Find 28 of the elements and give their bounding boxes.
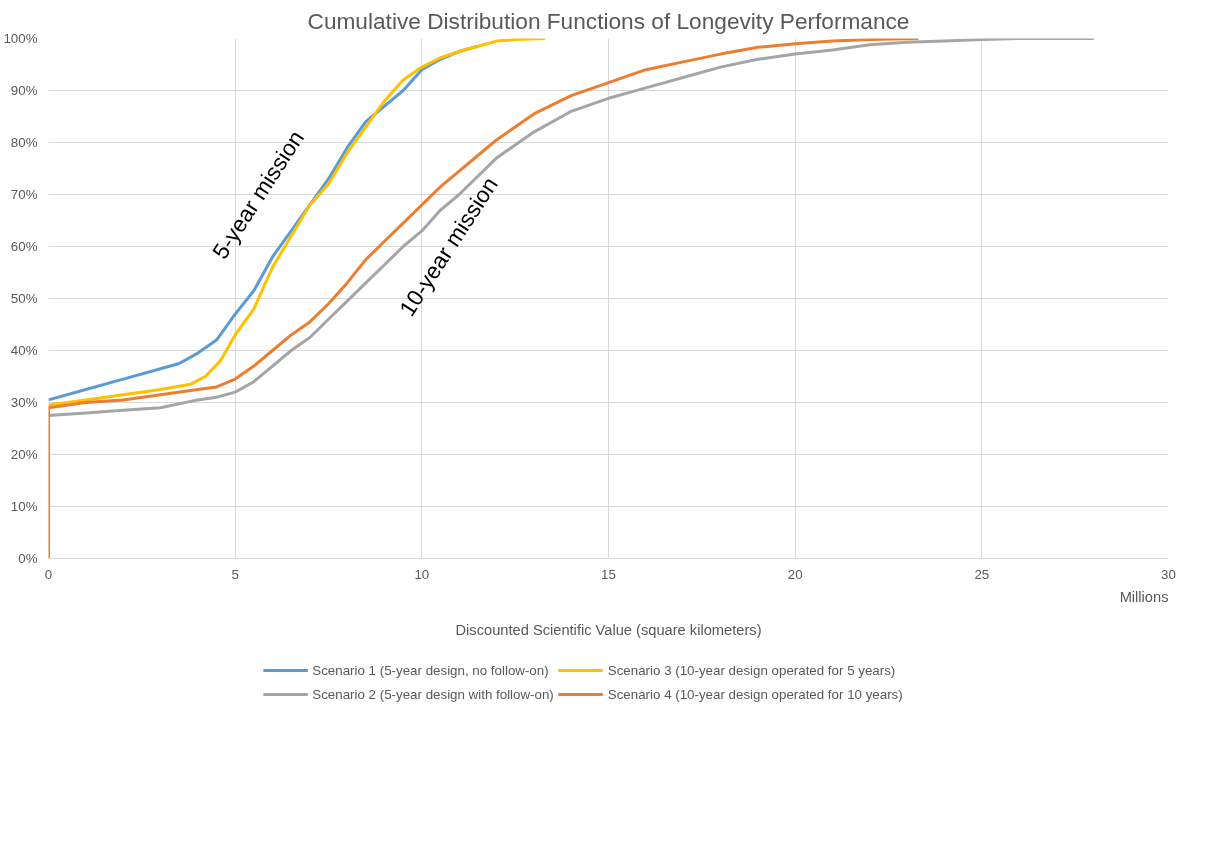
x-tick-label: 10 bbox=[414, 566, 430, 582]
y-tick-label: 10% bbox=[10, 499, 38, 514]
x-tick-label: 25 bbox=[974, 566, 990, 582]
x-tick-label: 20 bbox=[787, 566, 803, 582]
line-series bbox=[48, 38, 547, 407]
legend-label: Scenario 3 (10-year design operated for 5 years) bbox=[607, 662, 896, 678]
legend-label: Scenario 1 (5-year design, no follow-on) bbox=[312, 662, 549, 678]
x-tick-label: 15 bbox=[601, 566, 616, 582]
y-tick-label: 90% bbox=[10, 83, 38, 98]
y-tick-label: 30% bbox=[10, 395, 38, 410]
x-tick-label: 30 bbox=[1161, 566, 1176, 582]
y-tick-label: 0% bbox=[18, 551, 38, 566]
chart-title: Cumulative Distribution Functions of Longevity Performance bbox=[307, 7, 910, 34]
y-tick-label: 60% bbox=[10, 239, 38, 254]
line-series bbox=[48, 38, 920, 559]
x-tick-label: 5 bbox=[231, 566, 239, 582]
y-tick-label: 80% bbox=[10, 135, 38, 150]
y-tick-label: 70% bbox=[10, 187, 38, 202]
y-tick-label: 100% bbox=[3, 31, 38, 46]
y-tick-label: 20% bbox=[10, 447, 38, 462]
x-axis-title: Discounted Scientific Value (square kilometers) bbox=[455, 621, 762, 638]
legend-label: Scenario 2 (5-year design with follow-on) bbox=[312, 686, 554, 702]
y-tick-label: 40% bbox=[10, 343, 38, 358]
text: Millions bbox=[1119, 588, 1169, 605]
y-tick-label: 50% bbox=[10, 291, 38, 306]
line-series bbox=[48, 38, 1096, 417]
legend-label: Scenario 4 (10-year design operated for 10 years) bbox=[607, 686, 903, 702]
x-tick-label: 0 bbox=[44, 566, 53, 582]
